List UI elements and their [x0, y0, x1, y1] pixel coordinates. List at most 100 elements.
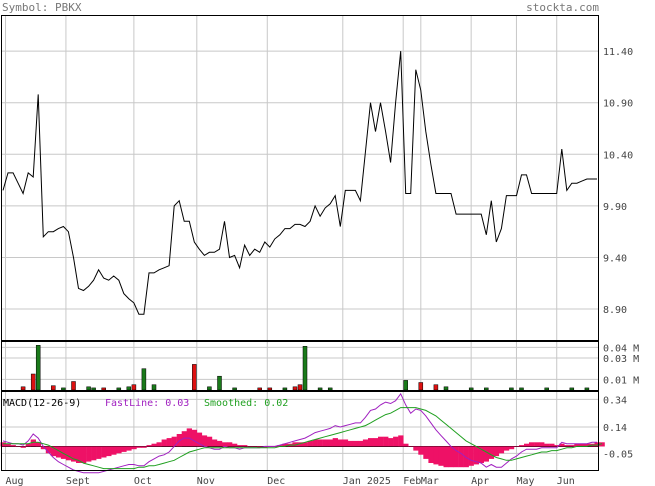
macd-histogram-bar — [161, 439, 167, 447]
volume-tick-label: 0.03 M — [603, 354, 639, 365]
symbol-label: Symbol: PBKX — [2, 1, 82, 14]
macd-histogram-bar — [373, 438, 379, 447]
volume-bar — [86, 386, 91, 391]
price-tick-label: 8.90 — [603, 305, 627, 316]
macd-histogram-bar — [503, 446, 510, 451]
macd-histogram-bar — [362, 439, 369, 447]
volume-bar — [282, 387, 288, 391]
volume-bar — [418, 382, 424, 391]
macd-histogram-bar — [357, 440, 364, 447]
macd-histogram-bar — [393, 436, 399, 447]
macd-histogram-bar — [488, 446, 495, 459]
macd-histogram-bar — [508, 446, 515, 450]
month-label: Aug — [6, 476, 24, 486]
macd-histogram-bar — [493, 446, 500, 457]
volume-bar — [584, 387, 590, 391]
macd-histogram-bar — [262, 446, 268, 448]
volume-bar — [207, 386, 212, 391]
macd-histogram-bar — [579, 443, 585, 447]
volume-bar — [141, 368, 147, 391]
macd-histogram-bar — [30, 439, 36, 447]
macd-histogram-bar — [332, 438, 338, 447]
macd-lines — [2, 392, 603, 474]
macd-histogram-bar — [0, 442, 6, 447]
price-tick-label: 9.90 — [603, 202, 627, 213]
volume-bar — [327, 387, 333, 391]
price-tick-label: 10.40 — [603, 150, 633, 161]
volume-bar — [484, 387, 489, 391]
macd-histogram-bar — [242, 445, 248, 447]
macd-histogram-bar — [478, 446, 484, 463]
macd-histogram-bar — [131, 446, 137, 450]
macd-histogram-bar — [106, 446, 112, 457]
macd-histogram-bar — [594, 442, 600, 447]
macd-histogram-bar — [307, 440, 313, 447]
macd-histogram-bar — [136, 446, 142, 448]
macd-histogram-bar — [302, 442, 308, 447]
macd-histogram-bar — [544, 443, 550, 447]
macd-histogram-bar — [55, 446, 62, 458]
month-label: Oct — [134, 476, 152, 486]
panel-frame — [1, 341, 599, 391]
macd-histogram-bar — [524, 443, 530, 447]
macd-histogram-bar — [423, 446, 429, 459]
volume-bar — [51, 385, 56, 391]
macd-histogram-bar — [45, 446, 52, 454]
macd-histogram-bar — [81, 446, 87, 463]
volume-bar — [151, 384, 157, 391]
macd-histogram-bar — [408, 446, 414, 447]
macd-histogram-bar — [171, 436, 177, 447]
price-panel — [2, 51, 597, 315]
macd-histogram-bar — [10, 445, 16, 447]
month-label: Nov — [197, 476, 215, 486]
price-tick-label: 10.90 — [603, 99, 633, 110]
macd-histogram-bar — [519, 445, 525, 447]
macd-fastline — [2, 392, 597, 474]
macd-histogram-bar — [297, 442, 303, 447]
month-label: Feb — [403, 476, 421, 486]
macd-histogram-bar — [237, 445, 243, 447]
volume-bar — [61, 387, 66, 391]
macd-histogram-bar — [86, 446, 92, 462]
macd-histogram-bar — [342, 439, 349, 447]
macd-histogram-bar — [20, 446, 26, 448]
macd-histogram-bar — [282, 443, 288, 447]
grid — [1, 15, 599, 470]
macd-histogram-bar — [232, 443, 238, 447]
macd-histogram-bar — [413, 446, 419, 451]
macd-histogram-bar — [50, 446, 57, 457]
macd-histogram-bar — [388, 438, 394, 447]
macd-histogram-bar — [529, 442, 535, 447]
volume-bar — [509, 387, 514, 391]
macd-histogram-bar — [564, 445, 570, 447]
volume-bar — [101, 387, 106, 391]
volume-bar — [131, 384, 137, 391]
volume-bar — [468, 387, 474, 391]
macd-histogram-bar — [166, 438, 172, 447]
month-label: Jun — [557, 476, 575, 486]
volume-bar — [192, 364, 197, 391]
month-label: May — [516, 476, 534, 486]
macd-histogram-bar — [574, 443, 580, 447]
macd-histogram-bar — [453, 446, 459, 468]
macd-histogram-bar — [378, 436, 384, 447]
macd-histogram-bar — [513, 446, 520, 447]
macd-histogram-bar — [433, 446, 439, 465]
macd-histogram-bar — [327, 439, 333, 447]
macd-histogram-bar — [227, 442, 233, 447]
macd-histogram-bar — [559, 443, 565, 447]
macd-histogram-bar — [322, 439, 328, 447]
macd-histogram-bar — [352, 440, 359, 447]
site-label: stockta.com — [526, 1, 599, 14]
macd-histogram-bar — [483, 446, 489, 462]
macd-histogram-bar — [554, 445, 560, 447]
macd-histogram-bar — [569, 445, 575, 447]
macd-histogram-bar — [101, 446, 107, 458]
volume-bar — [433, 384, 439, 391]
price-line — [2, 51, 597, 315]
month-label: Dec — [267, 476, 285, 486]
macd-histogram-bar — [156, 442, 162, 447]
macd-histogram-bar — [498, 446, 505, 454]
macd-histogram-bar — [403, 443, 409, 447]
